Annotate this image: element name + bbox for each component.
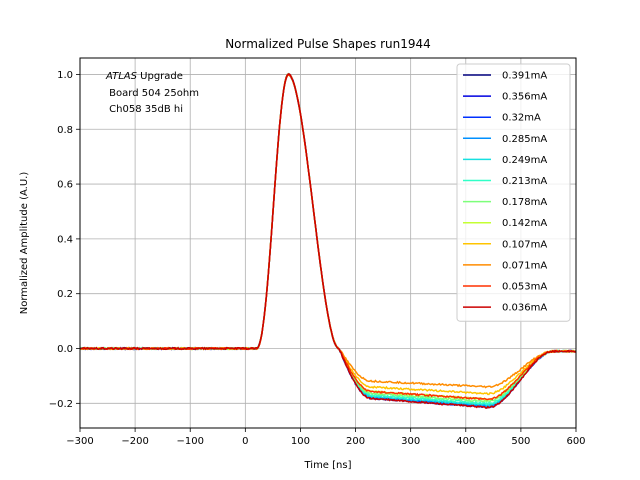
y-tick-label: 0.0 [57,344,73,355]
legend-box [456,63,571,322]
legend-label: 0.071mA [502,260,547,271]
annotation: ATLAS Upgrade Board 504 25ohm Ch058 35dB… [105,71,199,115]
legend-label: 0.249mA [502,155,547,166]
legend-label: 0.053mA [502,282,547,293]
x-tick-label: −200 [121,436,148,447]
legend-label: 0.32mA [502,113,541,124]
y-tick-label: 0.8 [57,125,73,136]
x-tick-label: 0 [242,436,248,447]
y-tick-label: 1.0 [57,70,73,81]
annotation-line-2: Board 504 25ohm [106,88,199,99]
y-tick-label: −0.2 [49,399,73,410]
y-tick-label: 0.4 [57,234,73,245]
annotation-line-3: Ch058 35dB hi [106,104,183,115]
y-axis: −0.2 0.0 0.2 0.4 0.6 0.8 1.0 [49,70,80,410]
x-tick-label: 100 [291,436,310,447]
legend-label: 0.285mA [502,134,547,145]
x-axis-title: Time [ns] [303,460,351,471]
annotation-upgrade: Upgrade [137,71,183,82]
series-line-0.036mA [79,73,577,409]
y-tick-label: 0.6 [57,180,73,191]
legend-label: 0.142mA [502,218,547,229]
x-tick-label: 400 [456,436,475,447]
y-tick-label: 0.2 [57,289,73,300]
x-tick-label: 200 [346,436,365,447]
x-tick-label: 300 [401,436,420,447]
legend-label: 0.356mA [502,92,547,103]
x-tick-label: 500 [511,436,530,447]
legend-label: 0.213mA [502,176,547,187]
annotation-line-1: ATLAS Upgrade [105,71,183,82]
x-tick-label: 600 [566,436,585,447]
legend-label: 0.178mA [502,197,547,208]
legend-label: 0.036mA [502,303,547,314]
legend: 0.391mA 0.356mA 0.32mA 0.285mA 0.249mA 0.213m… [456,63,571,322]
x-tick-label: −300 [66,436,93,447]
legend-label: 0.391mA [502,71,547,82]
x-axis: −300 −200 −100 0 100 200 300 400 500 600 [66,428,586,447]
y-axis-title: Normalized Amplitude (A.U.) [19,172,30,315]
chart-title: Normalized Pulse Shapes run1944 [225,37,431,51]
series-layer [79,72,577,409]
x-tick-label: −100 [176,436,203,447]
annotation-atlas: ATLAS [105,71,138,82]
legend-label: 0.107mA [502,239,547,250]
plot-frame [79,57,577,429]
